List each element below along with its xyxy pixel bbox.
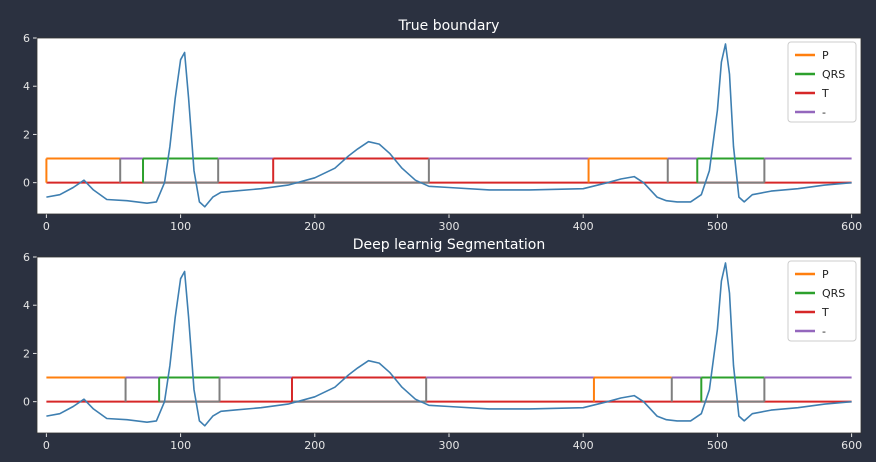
- x-tick-label: 500: [707, 439, 728, 452]
- y-tick-label: 2: [23, 128, 30, 141]
- y-tick-label: 2: [23, 347, 30, 360]
- y-tick-label: 6: [23, 32, 30, 45]
- x-tick-label: 500: [707, 220, 728, 233]
- x-tick-label: 0: [43, 220, 50, 233]
- x-tick-label: 0: [43, 439, 50, 452]
- legend-label: QRS: [822, 287, 845, 300]
- plot-area: [37, 257, 861, 433]
- x-tick-label: 200: [304, 220, 325, 233]
- chart-title: True boundary: [398, 18, 500, 34]
- y-tick-label: 0: [23, 396, 30, 409]
- x-tick-label: 400: [573, 439, 594, 452]
- legend-label: T: [821, 87, 829, 100]
- x-tick-label: 600: [841, 220, 862, 233]
- y-tick-label: 4: [23, 80, 30, 93]
- y-tick-label: 6: [23, 251, 30, 264]
- legend-label: P: [822, 268, 829, 281]
- x-tick-label: 200: [304, 439, 325, 452]
- legend-label: P: [822, 49, 829, 62]
- y-tick-label: 4: [23, 299, 30, 312]
- chart-panel-1: True boundary 0 100 200 300 400 500 600 0 2 4 6 P QRS…: [23, 18, 862, 233]
- x-tick-label: 400: [573, 220, 594, 233]
- legend-label: -: [822, 325, 826, 338]
- legend-label: QRS: [822, 68, 845, 81]
- x-tick-label: 300: [439, 439, 460, 452]
- legend-box: [787, 260, 857, 342]
- x-tick-label: 100: [170, 439, 191, 452]
- legend-label: -: [822, 106, 826, 119]
- plot-area: [37, 38, 861, 214]
- legend-box: [787, 41, 857, 123]
- x-tick-label: 600: [841, 439, 862, 452]
- chart-panel-2: Deep learnig Segmentation 0 100 200 300 400 50…: [23, 237, 862, 452]
- plot-frame: [36, 37, 862, 215]
- ecg-signal-line: [46, 262, 852, 427]
- plot-frame: [36, 256, 862, 434]
- y-tick-label: 0: [23, 177, 30, 190]
- ecg-signal-line: [46, 43, 852, 208]
- x-tick-label: 100: [170, 220, 191, 233]
- chart-title: Deep learnig Segmentation: [353, 237, 545, 253]
- legend-label: T: [821, 306, 829, 319]
- x-tick-label: 300: [439, 220, 460, 233]
